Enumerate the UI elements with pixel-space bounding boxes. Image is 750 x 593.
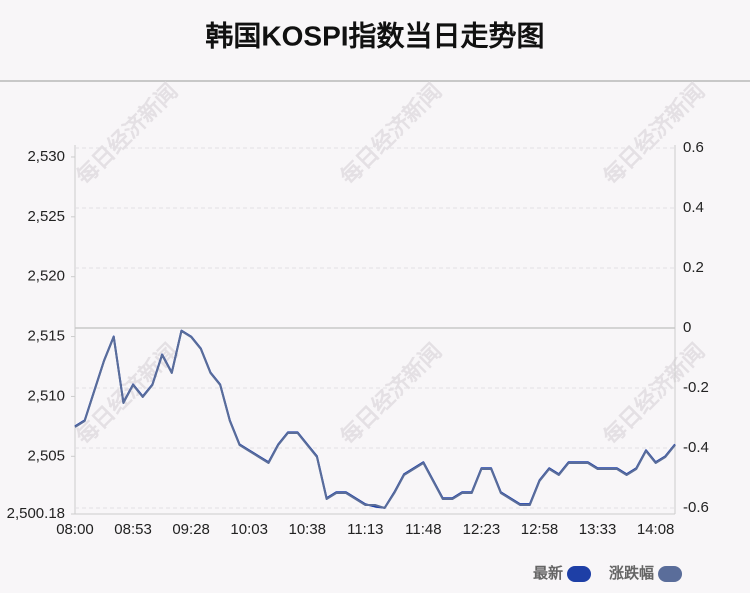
y-tick-label: 2,510 xyxy=(27,387,65,404)
y2-tick-label: 0.2 xyxy=(683,259,704,276)
y2-tick-label: -0.4 xyxy=(683,439,709,456)
y2-tick-label: -0.6 xyxy=(683,499,709,516)
y2-tick-label: 0 xyxy=(683,319,691,336)
y-tick-label: 2,515 xyxy=(27,328,65,345)
x-tick-label: 12:58 xyxy=(521,521,559,538)
y-tick-label: 2,505 xyxy=(27,447,65,464)
series-line xyxy=(74,330,676,509)
y-tick-label: 2,525 xyxy=(27,208,65,225)
y-tick-label: 2,500.18 xyxy=(7,505,65,522)
legend-label: 最新 xyxy=(533,564,563,582)
x-tick-label: 09:28 xyxy=(172,521,210,538)
x-tick-label: 11:48 xyxy=(405,521,441,538)
y2-tick-label: 0.4 xyxy=(683,199,704,216)
legend-swatch xyxy=(567,566,592,582)
chart-title: 韩国KOSPI指数当日走势图 xyxy=(205,20,544,51)
x-tick-label: 08:00 xyxy=(56,521,94,538)
x-tick-label: 13:33 xyxy=(579,521,617,538)
y2-tick-label: 0.6 xyxy=(683,139,704,156)
y-tick-label: 2,520 xyxy=(27,268,65,285)
x-tick-label: 08:53 xyxy=(114,521,152,538)
legend-label: 涨跌幅 xyxy=(609,564,654,582)
x-tick-label: 10:03 xyxy=(230,521,268,538)
x-tick-label: 10:38 xyxy=(288,521,326,538)
y-tick-label: 2,530 xyxy=(27,148,65,165)
x-tick-label: 14:08 xyxy=(637,521,675,538)
legend-swatch xyxy=(658,566,683,582)
x-tick-label: 12:23 xyxy=(463,521,501,538)
y2-tick-label: -0.2 xyxy=(683,379,709,396)
x-tick-label: 11:13 xyxy=(347,521,383,538)
